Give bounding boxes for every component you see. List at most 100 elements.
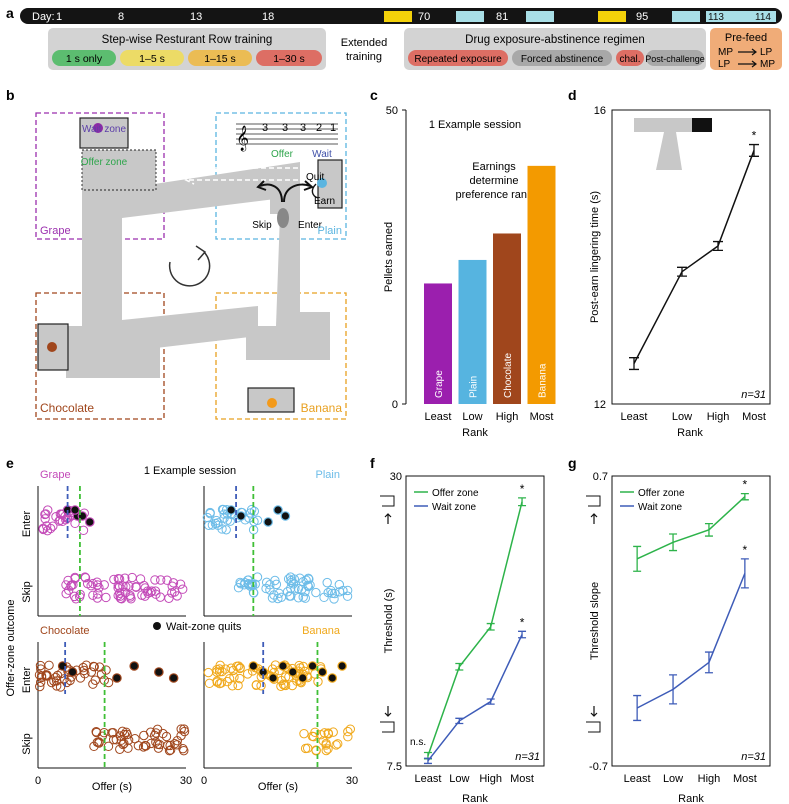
quit-marker <box>317 667 328 677</box>
grape-zone-box <box>35 112 165 240</box>
enter-marker <box>276 681 286 691</box>
series-line <box>636 496 746 560</box>
up-arrow-icon <box>384 513 392 524</box>
skip-marker <box>153 743 164 753</box>
enter-marker <box>228 665 238 676</box>
enter-marker <box>204 520 214 531</box>
offer-zone-label: Offer zone <box>81 157 128 168</box>
skip-marker <box>300 593 310 603</box>
skip-marker <box>111 735 122 745</box>
n-annotation: n=31 <box>741 751 766 763</box>
skip-marker <box>164 745 175 756</box>
skip-marker <box>116 594 127 604</box>
enter-marker <box>45 523 56 534</box>
prefeed-box <box>710 28 782 70</box>
panel-letter-g: g <box>568 455 577 471</box>
skip-marker <box>286 583 296 594</box>
skip-marker <box>311 587 321 598</box>
bar <box>527 165 556 404</box>
error-bar <box>423 757 432 765</box>
enter-marker <box>212 667 222 677</box>
music-staff-icon <box>236 123 338 145</box>
skip-marker <box>150 586 161 596</box>
enter-marker <box>204 678 215 689</box>
skip-marker <box>140 740 150 751</box>
subplot-title: Banana <box>302 625 341 637</box>
enter-marker <box>216 678 226 688</box>
panel-letter-f: f <box>370 455 375 471</box>
zone-inset-icon <box>692 118 712 132</box>
skip-marker <box>155 575 166 585</box>
drug-stage-pill <box>646 50 704 66</box>
skip-marker <box>179 745 189 756</box>
quit-marker <box>154 667 164 677</box>
drug-stage-pill <box>408 50 508 66</box>
bar-label: Chocolate <box>503 353 514 398</box>
plot-frame <box>611 475 771 767</box>
y-tick-label: 30 <box>390 471 402 483</box>
subplot-title: Plain <box>316 469 340 481</box>
return-arrow-icon <box>184 163 306 173</box>
skip-marker <box>269 590 279 600</box>
skip-marker <box>330 588 340 599</box>
stage-pill <box>52 50 116 66</box>
quit-marker <box>268 673 278 683</box>
skip-marker <box>310 727 320 737</box>
enter-marker <box>203 667 214 678</box>
plot-frame <box>405 475 545 767</box>
enter-label: Enter <box>298 220 323 231</box>
skip-marker <box>300 586 310 597</box>
timeline-block <box>384 11 412 22</box>
n-annotation: n=31 <box>515 751 540 763</box>
x-tick-label: Least <box>425 411 452 423</box>
tone-digit: 3 <box>262 122 268 134</box>
bar <box>458 259 487 404</box>
stage-label: 1–30 s <box>273 53 305 65</box>
skip-marker <box>286 577 296 588</box>
zone-inset-icon <box>656 132 682 170</box>
legend-label: Wait zone <box>638 502 683 513</box>
quit-marker <box>287 667 298 677</box>
error-bar <box>633 545 642 572</box>
threshold-shape-icon <box>586 721 601 733</box>
skip-arrow-icon <box>256 180 283 203</box>
x-tick-label: 0 <box>35 775 41 787</box>
x-axis-label: Rank <box>462 427 488 439</box>
panel-letter-b: b <box>6 87 15 103</box>
skip-marker <box>245 581 255 591</box>
row-label: Enter <box>21 511 33 538</box>
significance-star: * <box>520 615 525 629</box>
enter-arrow-icon <box>283 180 314 203</box>
drug-stage-pill <box>512 50 612 66</box>
skip-marker <box>121 582 131 592</box>
skip-marker <box>151 589 161 599</box>
enter-marker <box>217 666 227 677</box>
enter-marker <box>86 667 97 677</box>
skip-marker <box>172 735 183 746</box>
x-tick-label: Least <box>414 773 441 785</box>
skip-marker <box>93 589 103 599</box>
skip-marker <box>288 579 299 589</box>
skip-marker <box>117 726 128 737</box>
quit-marker <box>248 661 259 671</box>
skip-marker <box>154 739 165 750</box>
skip-marker <box>293 583 304 594</box>
timeline-day: 114 <box>755 12 771 23</box>
quit-label: Quit <box>306 172 325 183</box>
enter-marker <box>96 669 107 679</box>
skip-marker <box>126 594 136 604</box>
stage-pill <box>120 50 184 66</box>
enter-marker <box>51 512 61 522</box>
y-tick-label: -0.7 <box>589 761 608 773</box>
zone-label-banana: Banana <box>301 401 343 415</box>
plot-frame <box>611 109 771 405</box>
enter-marker <box>256 681 266 691</box>
skip-marker <box>113 573 124 584</box>
skip-marker <box>172 740 182 750</box>
prefeed-title: Pre-feed <box>725 32 767 44</box>
skip-marker <box>138 742 149 752</box>
y-tick-label: 7.5 <box>387 761 402 773</box>
drug-stage-label: Post-challenge <box>645 54 705 64</box>
skip-marker <box>176 724 186 734</box>
prefeed-from: MP <box>718 47 733 58</box>
